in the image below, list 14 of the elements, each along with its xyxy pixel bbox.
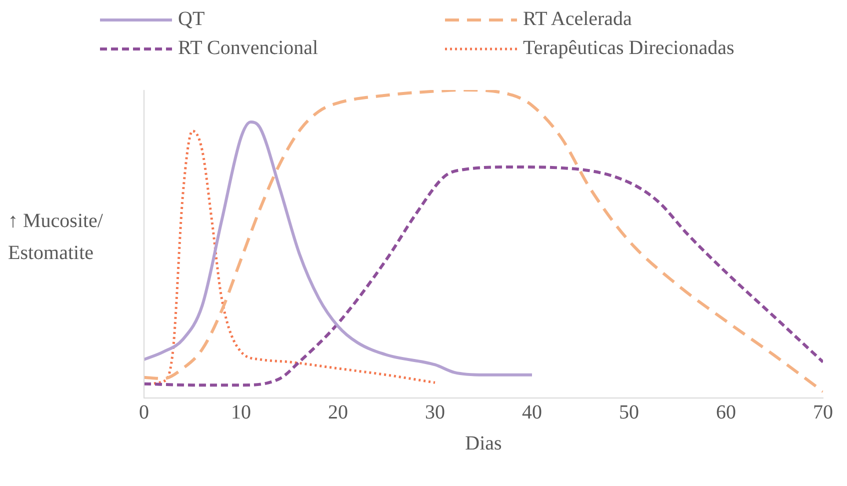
x-tick-label: 30 xyxy=(425,401,445,424)
x-tick-label: 10 xyxy=(231,401,251,424)
x-tick-label: 60 xyxy=(716,401,736,424)
legend-label: QT xyxy=(178,8,205,31)
x-tick-label: 40 xyxy=(522,401,542,424)
legend-label: RT Convencional xyxy=(178,37,318,60)
x-tick-label: 50 xyxy=(619,401,639,424)
x-tick-label: 20 xyxy=(328,401,348,424)
legend-label: Terapêuticas Direcionadas xyxy=(523,37,734,60)
y-axis-title: ↑ Mucosite/ Estomatite xyxy=(8,209,104,266)
x-tick-label: 70 xyxy=(813,401,833,424)
x-tick-label: 0 xyxy=(139,401,149,424)
legend-label: RT Acelerada xyxy=(523,8,632,31)
x-axis-title: Dias xyxy=(465,432,502,454)
